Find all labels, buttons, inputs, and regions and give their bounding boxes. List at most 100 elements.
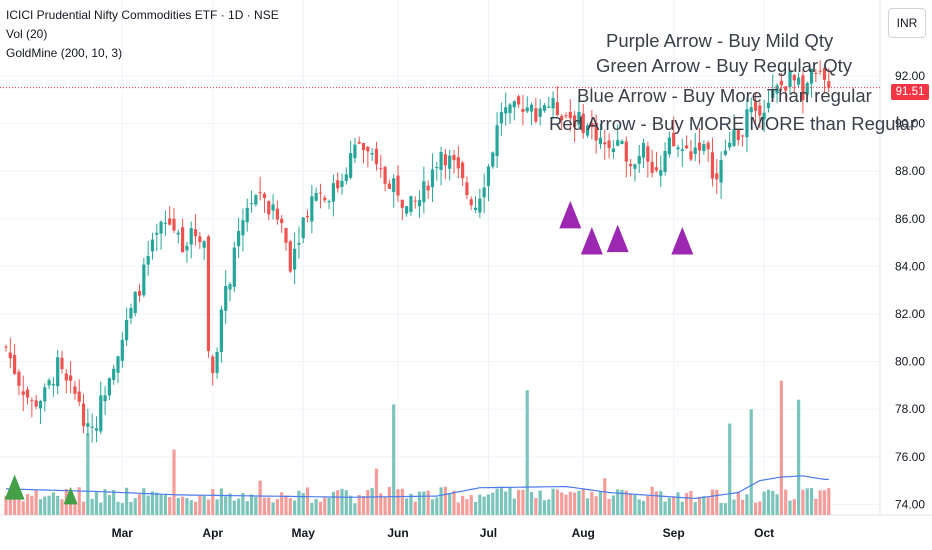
candle-body	[792, 74, 796, 81]
candle-body	[685, 145, 689, 149]
candle-body	[60, 357, 64, 370]
volume-bar	[361, 496, 366, 515]
candlesticks	[4, 60, 831, 443]
volume-bar	[17, 495, 21, 515]
volume-bar	[637, 499, 641, 515]
volume-bar	[301, 492, 305, 515]
candle-body	[745, 109, 749, 138]
candle-body	[654, 167, 659, 171]
volume-bar	[400, 488, 404, 515]
volume-bar	[224, 496, 228, 515]
candle-body	[69, 375, 73, 381]
volume-bar	[741, 499, 745, 515]
volume-bar	[577, 490, 581, 515]
candle-body	[159, 221, 163, 234]
volume-bar	[469, 495, 473, 515]
volume-bar	[219, 488, 223, 515]
candle-body	[249, 203, 254, 205]
volume-bar	[60, 499, 64, 515]
candle-body	[73, 386, 77, 394]
candle-body	[30, 400, 34, 402]
green-arrow	[63, 486, 78, 505]
volume-bar	[254, 496, 258, 515]
volume-bar	[564, 494, 568, 515]
candle-body	[211, 356, 215, 374]
candle-body	[585, 125, 590, 136]
annotation-green: Green Arrow - Buy Regular Qty	[596, 55, 853, 76]
volume-bar	[405, 498, 409, 515]
candle-body	[94, 428, 99, 431]
chart-legend: ICICI Prudential Nifty Commodities ETF ·…	[6, 6, 279, 63]
candle-body	[650, 161, 654, 173]
volume-bar	[616, 489, 620, 515]
volume-bar	[310, 502, 314, 515]
volume-bar	[34, 490, 38, 515]
purple-arrow	[559, 200, 582, 229]
purple-arrow	[671, 227, 694, 255]
volume-bar	[560, 492, 564, 515]
candle-body	[517, 96, 521, 105]
candle-body	[422, 181, 426, 203]
candle-body	[486, 166, 491, 186]
volume-bar	[827, 488, 831, 515]
candle-body	[13, 354, 17, 374]
candle-body	[81, 403, 86, 427]
candle-body	[508, 104, 512, 114]
symbol-title[interactable]: ICICI Prudential Nifty Commodities ETF ·…	[6, 8, 279, 22]
volume-bar	[814, 498, 818, 515]
currency-button[interactable]: INR	[888, 8, 926, 38]
candle-body	[439, 152, 443, 170]
volume-bar	[792, 499, 796, 515]
volume-bar	[452, 490, 456, 515]
candle-body	[822, 68, 827, 80]
volume-bar	[715, 489, 719, 515]
volume-bar	[116, 501, 120, 515]
volume-bar	[805, 488, 809, 515]
y-tick-label: 76.00	[895, 450, 925, 464]
candle-body	[86, 423, 90, 427]
goldmine-indicator-label[interactable]: GoldMine (200, 10, 3)	[6, 46, 123, 60]
volume-bar	[439, 487, 443, 515]
candle-body	[478, 198, 482, 213]
candle-body	[672, 132, 676, 147]
candle-body	[4, 346, 8, 348]
volume-bar	[435, 497, 439, 515]
volume-bar	[663, 501, 667, 515]
candle-body	[633, 164, 637, 169]
volume-bar	[30, 495, 34, 515]
volume-bar	[809, 488, 814, 515]
volume-bar	[719, 502, 723, 515]
candle-body	[258, 192, 262, 194]
candle-body	[116, 356, 120, 373]
candle-body	[374, 148, 379, 165]
volume-bar	[430, 499, 435, 515]
candle-body	[521, 108, 525, 112]
volume-bar	[73, 499, 77, 515]
candle-body	[728, 142, 732, 148]
candle-body	[103, 395, 107, 402]
candle-body	[758, 105, 762, 116]
candle-body	[779, 80, 783, 86]
volume-bar	[357, 494, 361, 515]
volume-bar	[818, 490, 822, 515]
candle-body	[8, 352, 12, 359]
annotation-purple: Purple Arrow - Buy Mild Qty	[606, 30, 834, 51]
volume-bar	[344, 490, 348, 515]
volume-bar	[529, 492, 534, 515]
candle-body	[193, 229, 198, 237]
candle-body	[172, 218, 176, 231]
volume-indicator-label[interactable]: Vol (20)	[6, 27, 48, 41]
volume-bar	[327, 498, 331, 515]
volume-bar	[685, 493, 689, 515]
volume-bar	[478, 494, 482, 515]
volume-bar	[697, 496, 702, 515]
volume-bar	[86, 433, 90, 515]
volume-bar	[801, 489, 805, 515]
volume-bar	[728, 423, 732, 515]
candle-body	[392, 178, 396, 192]
candle-body	[297, 243, 301, 245]
candle-body	[452, 154, 456, 161]
candle-body	[603, 142, 607, 145]
volume-bar	[146, 495, 150, 515]
